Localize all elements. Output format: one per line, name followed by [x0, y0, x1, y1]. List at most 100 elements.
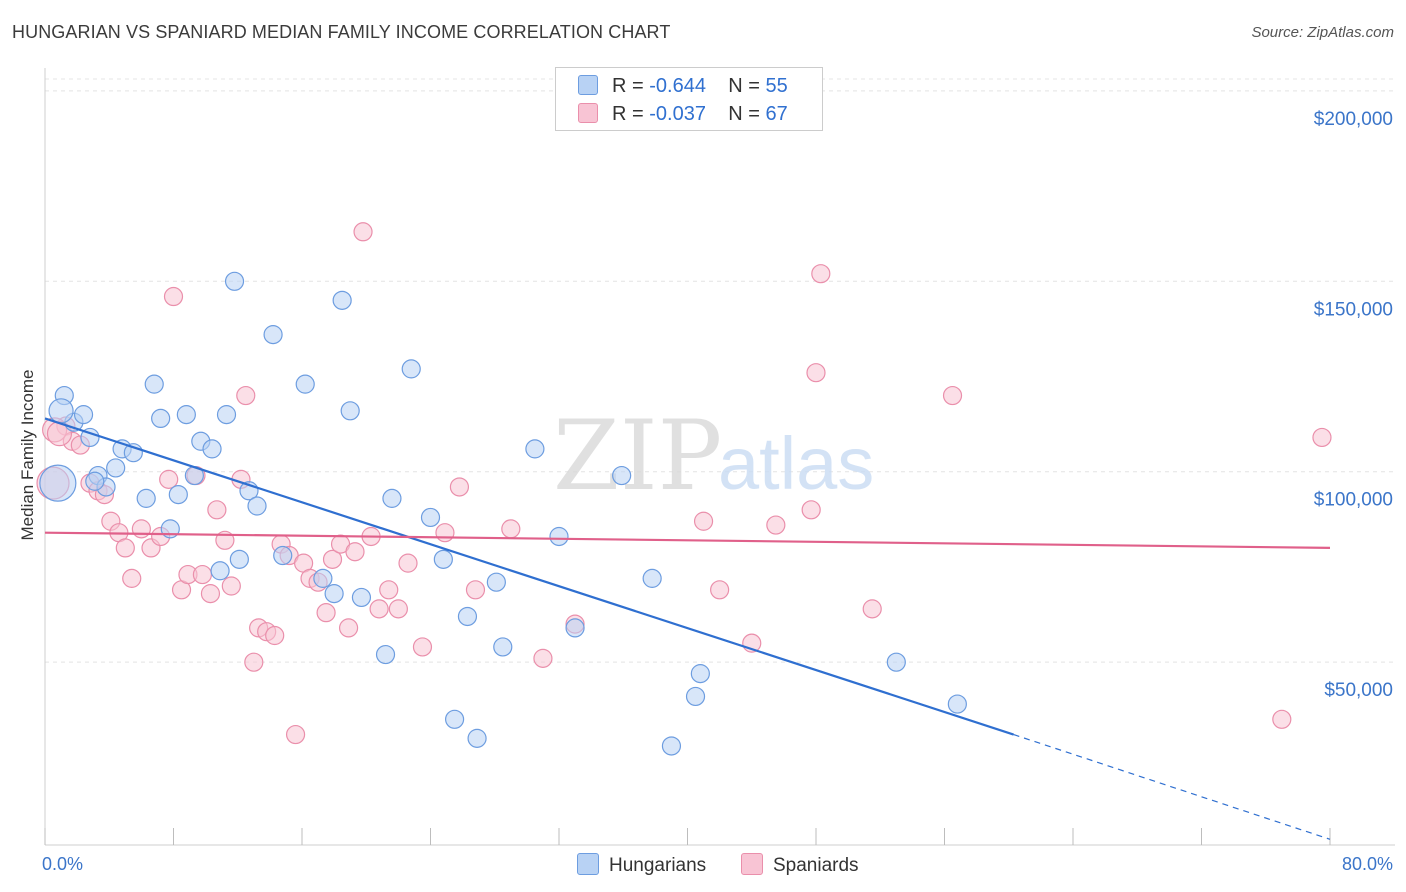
data-point-spaniards [710, 580, 730, 600]
data-point-hungarians [144, 374, 164, 394]
legend-n-label: N = [728, 103, 760, 125]
data-point-spaniards [388, 599, 408, 619]
data-point-hungarians [313, 568, 333, 588]
legend-swatch-hungarians [578, 75, 598, 95]
data-point-hungarians [85, 471, 105, 491]
data-point-spaniards [379, 580, 399, 600]
data-point-spaniards [862, 599, 882, 619]
data-point-hungarians [263, 325, 283, 345]
data-point-hungarians [612, 465, 632, 486]
data-point-spaniards [1272, 709, 1292, 729]
data-point-hungarians [886, 652, 906, 672]
data-point-hungarians [39, 464, 77, 502]
data-point-spaniards [1312, 427, 1332, 448]
data-point-spaniards [766, 515, 786, 535]
data-point-hungarians [382, 488, 402, 508]
data-point-hungarians [525, 439, 545, 459]
data-point-hungarians [48, 398, 74, 424]
data-point-hungarians [340, 401, 360, 421]
data-point-hungarians [351, 587, 372, 608]
data-point-hungarians [247, 496, 267, 516]
data-point-hungarians [216, 405, 237, 425]
legend-r-value: -0.644 [649, 75, 706, 97]
data-point-spaniards [398, 553, 418, 573]
data-point-spaniards [285, 724, 306, 745]
data-point-hungarians [661, 736, 682, 756]
gridlines [45, 78, 1395, 663]
data-point-hungarians [73, 405, 94, 425]
data-point-hungarians [467, 728, 487, 748]
source-credit: Source: ZipAtlas.com [1251, 24, 1394, 41]
data-point-spaniards [533, 648, 553, 668]
data-point-hungarians [324, 584, 344, 604]
data-point-spaniards [322, 549, 343, 569]
watermark: ZIP atlas [553, 400, 874, 512]
data-point-hungarians [493, 637, 513, 657]
data-point-spaniards [806, 363, 826, 383]
correlation-legend: R = -0.644 N = 55 R = -0.037 N = 67 [555, 67, 823, 131]
data-point-hungarians [176, 405, 196, 425]
bottom-legend-hungarians: Hungarians [577, 853, 706, 877]
data-point-spaniards [192, 564, 213, 585]
data-point-spaniards [163, 286, 184, 307]
bottom-legend-label-spaniards: Spaniards [773, 855, 859, 876]
watermark-zip: ZIP [553, 400, 722, 512]
data-point-hungarians [224, 271, 245, 291]
data-point-spaniards [236, 385, 256, 406]
data-point-hungarians [168, 484, 188, 505]
y-tick-label: $200,000 [1314, 109, 1393, 130]
data-point-hungarians [549, 526, 569, 547]
data-point-hungarians [332, 290, 352, 310]
legend-r-label: R = [612, 75, 644, 97]
data-point-spaniards [693, 511, 714, 531]
data-point-spaniards [811, 264, 831, 284]
x-tick-label: 80.0% [1342, 854, 1393, 874]
y-axis-label: Median Family Income [18, 369, 37, 540]
y-tick-label: $50,000 [1324, 680, 1393, 701]
data-point-spaniards [412, 637, 433, 657]
data-point-spaniards [207, 500, 227, 520]
legend-n-value: 55 [765, 75, 788, 97]
tick-labels: $50,000 $100,000 $150,000 $200,000 0.0% 80.0% [42, 109, 1393, 874]
trend-line-hungarians-extension [1013, 733, 1331, 840]
data-point-spaniards [244, 652, 264, 672]
data-point-hungarians [947, 694, 967, 714]
data-point-hungarians [685, 686, 706, 707]
data-point-hungarians [642, 568, 662, 588]
data-point-spaniards [353, 222, 373, 242]
data-point-hungarians [486, 572, 506, 592]
bottom-legend-swatch-spaniards [741, 853, 763, 875]
data-point-spaniards [501, 519, 521, 539]
data-point-spaniards [131, 519, 151, 539]
legend-row-hungarians: R = -0.644 N = 55 [578, 75, 788, 98]
series-hungarians [39, 271, 967, 756]
data-point-hungarians [80, 427, 100, 448]
trend-lines [44, 417, 1331, 840]
x-tick-label: 0.0% [42, 854, 83, 874]
data-point-spaniards [942, 385, 963, 406]
trend-line-hungarians [44, 417, 1014, 736]
data-point-spaniards [449, 477, 470, 497]
data-point-hungarians [375, 644, 396, 665]
watermark-atlas: atlas [718, 422, 874, 505]
data-point-hungarians [229, 549, 249, 569]
data-point-spaniards [369, 599, 389, 619]
legend-n-value: 67 [765, 103, 788, 125]
data-point-hungarians [202, 439, 222, 459]
data-point-hungarians [273, 545, 293, 566]
data-point-spaniards [465, 580, 486, 600]
data-point-spaniards [345, 542, 365, 562]
legend-r-value: -0.037 [649, 103, 706, 125]
data-point-hungarians [420, 507, 441, 528]
axes [44, 68, 1395, 846]
data-point-hungarians [210, 561, 230, 581]
data-point-spaniards [115, 538, 135, 558]
legend-row-spaniards: R = -0.037 N = 67 [578, 103, 788, 126]
chart-title: HUNGARIAN VS SPANIARD MEDIAN FAMILY INCO… [12, 22, 671, 42]
data-point-hungarians [106, 458, 126, 478]
data-point-spaniards [338, 618, 359, 638]
trend-line-spaniards [44, 531, 1331, 550]
bottom-legend-swatch-hungarians [577, 853, 599, 875]
bottom-legend-spaniards: Spaniards [741, 853, 859, 877]
